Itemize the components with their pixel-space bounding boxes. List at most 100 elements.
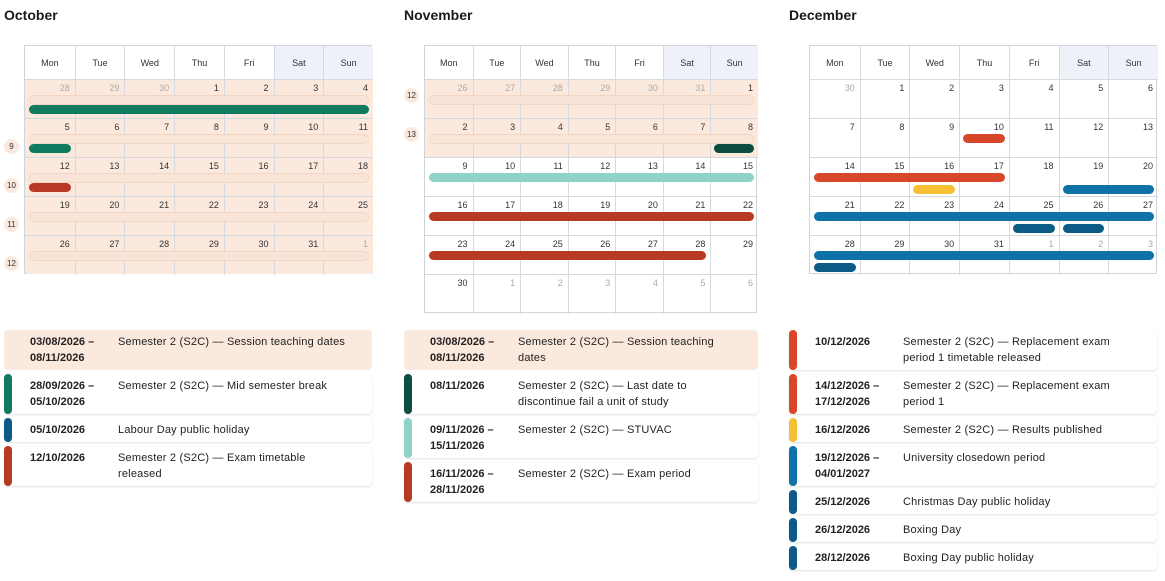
month-title: November xyxy=(404,7,473,23)
event-band[interactable] xyxy=(429,134,754,144)
day-cell[interactable]: 21 xyxy=(810,197,860,236)
day-cell[interactable]: 5 xyxy=(1058,80,1109,119)
month-calendar: Mon Tue Wed Thu Fri Sat Sun 26 27 28 29 30 31 1 2 3 4 5 6 7… xyxy=(424,45,758,314)
day-cell[interactable]: 12 xyxy=(1058,119,1109,158)
day-cell[interactable]: 28 xyxy=(25,80,75,119)
day-cell[interactable]: 5 xyxy=(662,275,711,314)
day-number: 17 xyxy=(308,161,319,171)
event-band[interactable] xyxy=(814,212,1154,221)
legend-item[interactable]: 28/09/2026 – 05/10/2026 Semester 2 (S2C) … xyxy=(4,374,372,414)
legend-item[interactable]: 28/12/2026 Boxing Day public holiday xyxy=(789,546,1157,570)
legend-item[interactable]: 10/12/2026 Semester 2 (S2C) — Replacement… xyxy=(789,330,1157,370)
day-cell[interactable]: 20 xyxy=(1108,158,1158,197)
day-cell[interactable]: 13 xyxy=(1108,119,1158,158)
day-cell[interactable]: 30 xyxy=(810,80,860,119)
legend-item[interactable]: 12/10/2026 Semester 2 (S2C) — Exam timeta… xyxy=(4,446,372,486)
day-cell[interactable]: 3 xyxy=(959,80,1009,119)
day-cell[interactable]: 29 xyxy=(710,236,758,275)
day-cell[interactable]: 11 xyxy=(1008,119,1059,158)
weekday-header: Mon Tue Wed Thu Fri Sat Sun xyxy=(810,46,1158,79)
legend-item[interactable]: 03/08/2026 – 08/11/2026 Semester 2 (S2C) … xyxy=(4,330,372,370)
legend-description: Semester 2 (S2C) — Exam period xyxy=(518,468,691,480)
legend-description: Semester 2 (S2C) — STUVAC xyxy=(518,424,672,436)
legend-color-bar xyxy=(789,418,797,442)
event-band[interactable] xyxy=(29,173,369,183)
day-cell[interactable]: 3 xyxy=(567,275,616,314)
day-cell[interactable]: 6 xyxy=(710,275,758,314)
event-band[interactable] xyxy=(429,212,754,221)
day-cell[interactable]: 23 xyxy=(425,236,473,275)
event-band[interactable] xyxy=(29,212,369,222)
day-number: 6 xyxy=(747,278,753,288)
day-cell[interactable]: 12 xyxy=(25,158,75,197)
event-band[interactable] xyxy=(429,173,754,182)
event-band[interactable] xyxy=(429,95,754,105)
event-band[interactable] xyxy=(814,173,1005,182)
legend-item[interactable]: 08/11/2026 Semester 2 (S2C) — Last date t… xyxy=(404,374,758,414)
day-cell[interactable]: 2 xyxy=(425,119,473,158)
legend-item[interactable]: 09/11/2026 – 15/11/2026 Semester 2 (S2C) … xyxy=(404,418,758,458)
day-cell[interactable]: 28 xyxy=(810,236,860,275)
event-band[interactable] xyxy=(963,134,1005,143)
day-cell[interactable]: 1 xyxy=(859,80,910,119)
event-band[interactable] xyxy=(1012,224,1055,233)
event-band[interactable] xyxy=(814,263,856,272)
legend-color-bar xyxy=(789,446,797,486)
month-title: December xyxy=(789,7,857,23)
day-cell[interactable]: 16 xyxy=(425,197,473,236)
legend-date: 14/12/2026 – 17/12/2026 xyxy=(815,380,880,408)
event-band[interactable] xyxy=(913,185,956,194)
legend-color-bar xyxy=(404,374,412,414)
legend-item[interactable]: 14/12/2026 – 17/12/2026 Semester 2 (S2C) … xyxy=(789,374,1157,414)
day-cell[interactable]: 5 xyxy=(25,119,75,158)
day-number: 18 xyxy=(1043,161,1054,171)
legend-item[interactable]: 05/10/2026 Labour Day public holiday xyxy=(4,418,372,442)
legend-item[interactable]: 26/12/2026 Boxing Day xyxy=(789,518,1157,542)
day-cell[interactable]: 7 xyxy=(810,119,860,158)
day-cell[interactable]: 2 xyxy=(520,275,568,314)
day-number: 21 xyxy=(159,200,170,210)
day-cell[interactable]: 4 xyxy=(1008,80,1059,119)
day-cell[interactable]: 6 xyxy=(1108,80,1158,119)
day-number: 6 xyxy=(1147,83,1153,93)
event-band[interactable] xyxy=(29,183,72,192)
event-band[interactable] xyxy=(29,95,369,105)
legend-item[interactable]: 03/08/2026 – 08/11/2026 Semester 2 (S2C) … xyxy=(404,330,758,370)
event-band[interactable] xyxy=(429,251,707,260)
event-band[interactable] xyxy=(29,251,369,261)
day-cell[interactable]: 19 xyxy=(1058,158,1109,197)
day-cell[interactable]: 19 xyxy=(25,197,75,236)
day-cell[interactable]: 1 xyxy=(472,275,521,314)
event-band[interactable] xyxy=(1062,185,1154,194)
day-cell[interactable]: 9 xyxy=(909,119,959,158)
event-band[interactable] xyxy=(29,105,369,114)
legend-item[interactable]: 25/12/2026 Christmas Day public holiday xyxy=(789,490,1157,514)
day-cell[interactable]: 4 xyxy=(615,275,663,314)
event-band[interactable] xyxy=(29,144,72,153)
day-cell[interactable]: 10 xyxy=(959,119,1009,158)
legend-item[interactable]: 19/12/2026 – 04/01/2027 University closed… xyxy=(789,446,1157,486)
day-cell[interactable]: 26 xyxy=(425,80,473,119)
day-cell[interactable]: 26 xyxy=(25,236,75,275)
day-cell[interactable]: 30 xyxy=(425,275,473,314)
legend-item[interactable]: 16/12/2026 Semester 2 (S2C) — Results pub… xyxy=(789,418,1157,442)
legend-description: Semester 2 (S2C) — Last date to disconti… xyxy=(518,380,687,408)
day-cell[interactable]: 8 xyxy=(859,119,910,158)
day-number: 16 xyxy=(944,161,955,171)
legend-date: 16/11/2026 – 28/11/2026 xyxy=(430,468,494,496)
weekday-label: Tue xyxy=(472,46,521,79)
day-number: 29 xyxy=(600,83,611,93)
day-cell[interactable]: 14 xyxy=(810,158,860,197)
legend-item[interactable]: 16/11/2026 – 28/11/2026 Semester 2 (S2C) … xyxy=(404,462,758,502)
day-number: 14 xyxy=(159,161,170,171)
day-cell[interactable]: 2 xyxy=(909,80,959,119)
day-cell[interactable]: 9 xyxy=(425,158,473,197)
week-number-badge: 12 xyxy=(404,88,419,103)
day-cell[interactable]: 18 xyxy=(1008,158,1059,197)
event-band[interactable] xyxy=(1062,224,1105,233)
event-band[interactable] xyxy=(29,134,369,144)
event-band[interactable] xyxy=(714,144,754,153)
weekday-label: Fri xyxy=(223,46,274,79)
event-band[interactable] xyxy=(814,251,1154,260)
legend-date: 10/12/2026 xyxy=(815,336,871,348)
